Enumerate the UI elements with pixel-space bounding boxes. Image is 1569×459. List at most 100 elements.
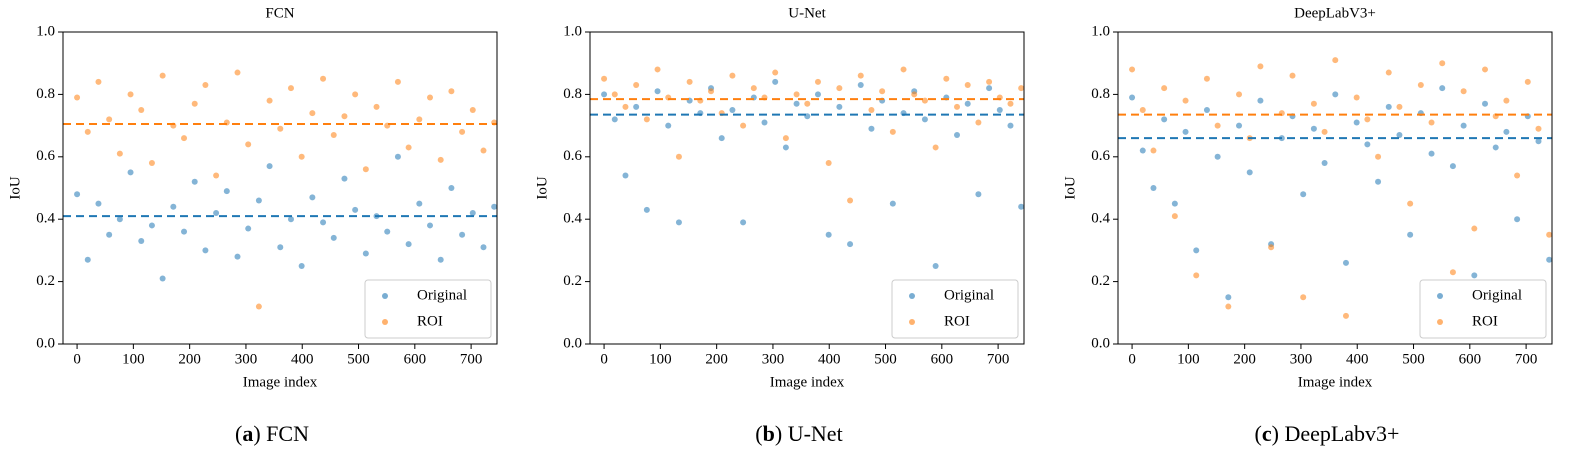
point — [1342, 259, 1349, 266]
point — [491, 203, 498, 210]
point — [159, 72, 166, 79]
point — [405, 144, 412, 151]
point — [1310, 125, 1317, 132]
caption-paren: ) — [253, 421, 266, 446]
x-tick-label: 100 — [122, 351, 145, 367]
point — [298, 263, 305, 269]
legend-marker — [1437, 293, 1443, 299]
point — [1139, 147, 1146, 154]
point — [921, 97, 928, 104]
point — [1535, 125, 1542, 132]
point — [879, 88, 886, 95]
point — [975, 191, 982, 198]
point — [384, 228, 391, 235]
point — [277, 125, 284, 132]
point — [986, 85, 993, 92]
x-tick-label: 300 — [1290, 351, 1313, 367]
point — [1257, 97, 1264, 104]
x-tick-label: 500 — [874, 351, 897, 367]
point — [74, 94, 81, 101]
point — [330, 131, 337, 138]
legend-label: Original — [944, 287, 994, 303]
point — [1546, 256, 1553, 263]
x-tick-label: 700 — [1515, 351, 1538, 367]
caption-prefix: a — [242, 421, 253, 446]
point — [1182, 97, 1189, 104]
point — [1482, 66, 1489, 73]
point — [1375, 153, 1382, 160]
point — [1161, 85, 1168, 92]
point — [362, 250, 369, 257]
x-tick-label: 0 — [1128, 351, 1136, 367]
point — [1492, 144, 1499, 151]
point — [1428, 150, 1435, 157]
point — [975, 119, 982, 126]
point — [95, 200, 102, 207]
point — [255, 197, 262, 204]
caption-paren: ) — [775, 421, 788, 446]
point — [1150, 185, 1157, 191]
point — [1182, 128, 1189, 135]
point — [1018, 85, 1025, 92]
point — [309, 110, 316, 117]
point — [943, 75, 950, 82]
point — [127, 169, 134, 176]
point — [911, 91, 918, 98]
point — [932, 263, 939, 269]
legend-marker — [1437, 319, 1443, 325]
point — [116, 216, 123, 223]
point — [255, 303, 262, 310]
point — [782, 135, 789, 142]
point — [448, 185, 455, 191]
point — [750, 85, 757, 92]
point — [416, 116, 423, 123]
point — [234, 253, 241, 260]
legend-marker — [909, 319, 915, 325]
point — [1007, 100, 1014, 107]
point — [1332, 57, 1339, 64]
caption: (b) U-Net — [755, 421, 842, 446]
point — [1535, 138, 1542, 145]
point — [1503, 97, 1510, 104]
point — [1214, 122, 1221, 129]
point — [106, 231, 113, 238]
point — [341, 175, 348, 182]
point — [480, 244, 487, 251]
point — [601, 75, 608, 82]
point — [170, 203, 177, 210]
point — [1342, 312, 1349, 319]
y-tick-label: 0.0 — [36, 335, 55, 351]
point — [1546, 231, 1553, 238]
point — [469, 107, 476, 113]
caption-paren: ) — [1272, 421, 1285, 446]
point — [611, 116, 618, 123]
point — [1310, 100, 1317, 107]
panel: FCN 0.0 0.2 0.4 0.6 0.8 1.0 0 100 200 300 400 500 600… — [7, 5, 498, 446]
point — [223, 188, 230, 195]
legend-label: ROI — [417, 313, 443, 329]
point — [234, 69, 241, 76]
caption-text: U-Net — [788, 421, 843, 446]
point — [1300, 294, 1307, 301]
point — [469, 209, 476, 216]
point — [459, 128, 466, 135]
point — [761, 119, 768, 126]
point — [1007, 122, 1014, 129]
point — [740, 122, 747, 129]
y-tick-label: 0.4 — [36, 211, 55, 227]
point — [341, 113, 348, 120]
point — [84, 256, 91, 263]
point — [181, 135, 188, 142]
point — [266, 163, 273, 170]
legend-label: Original — [417, 287, 467, 303]
caption-text: FCN — [266, 421, 309, 446]
point — [1471, 272, 1478, 279]
x-tick-label: 400 — [818, 351, 841, 367]
point — [1203, 75, 1210, 82]
x-tick-label: 200 — [705, 351, 728, 367]
point — [148, 160, 155, 167]
legend-box — [891, 279, 1019, 339]
point — [437, 156, 444, 163]
legend-box — [1419, 279, 1547, 339]
legend-marker — [382, 319, 388, 325]
